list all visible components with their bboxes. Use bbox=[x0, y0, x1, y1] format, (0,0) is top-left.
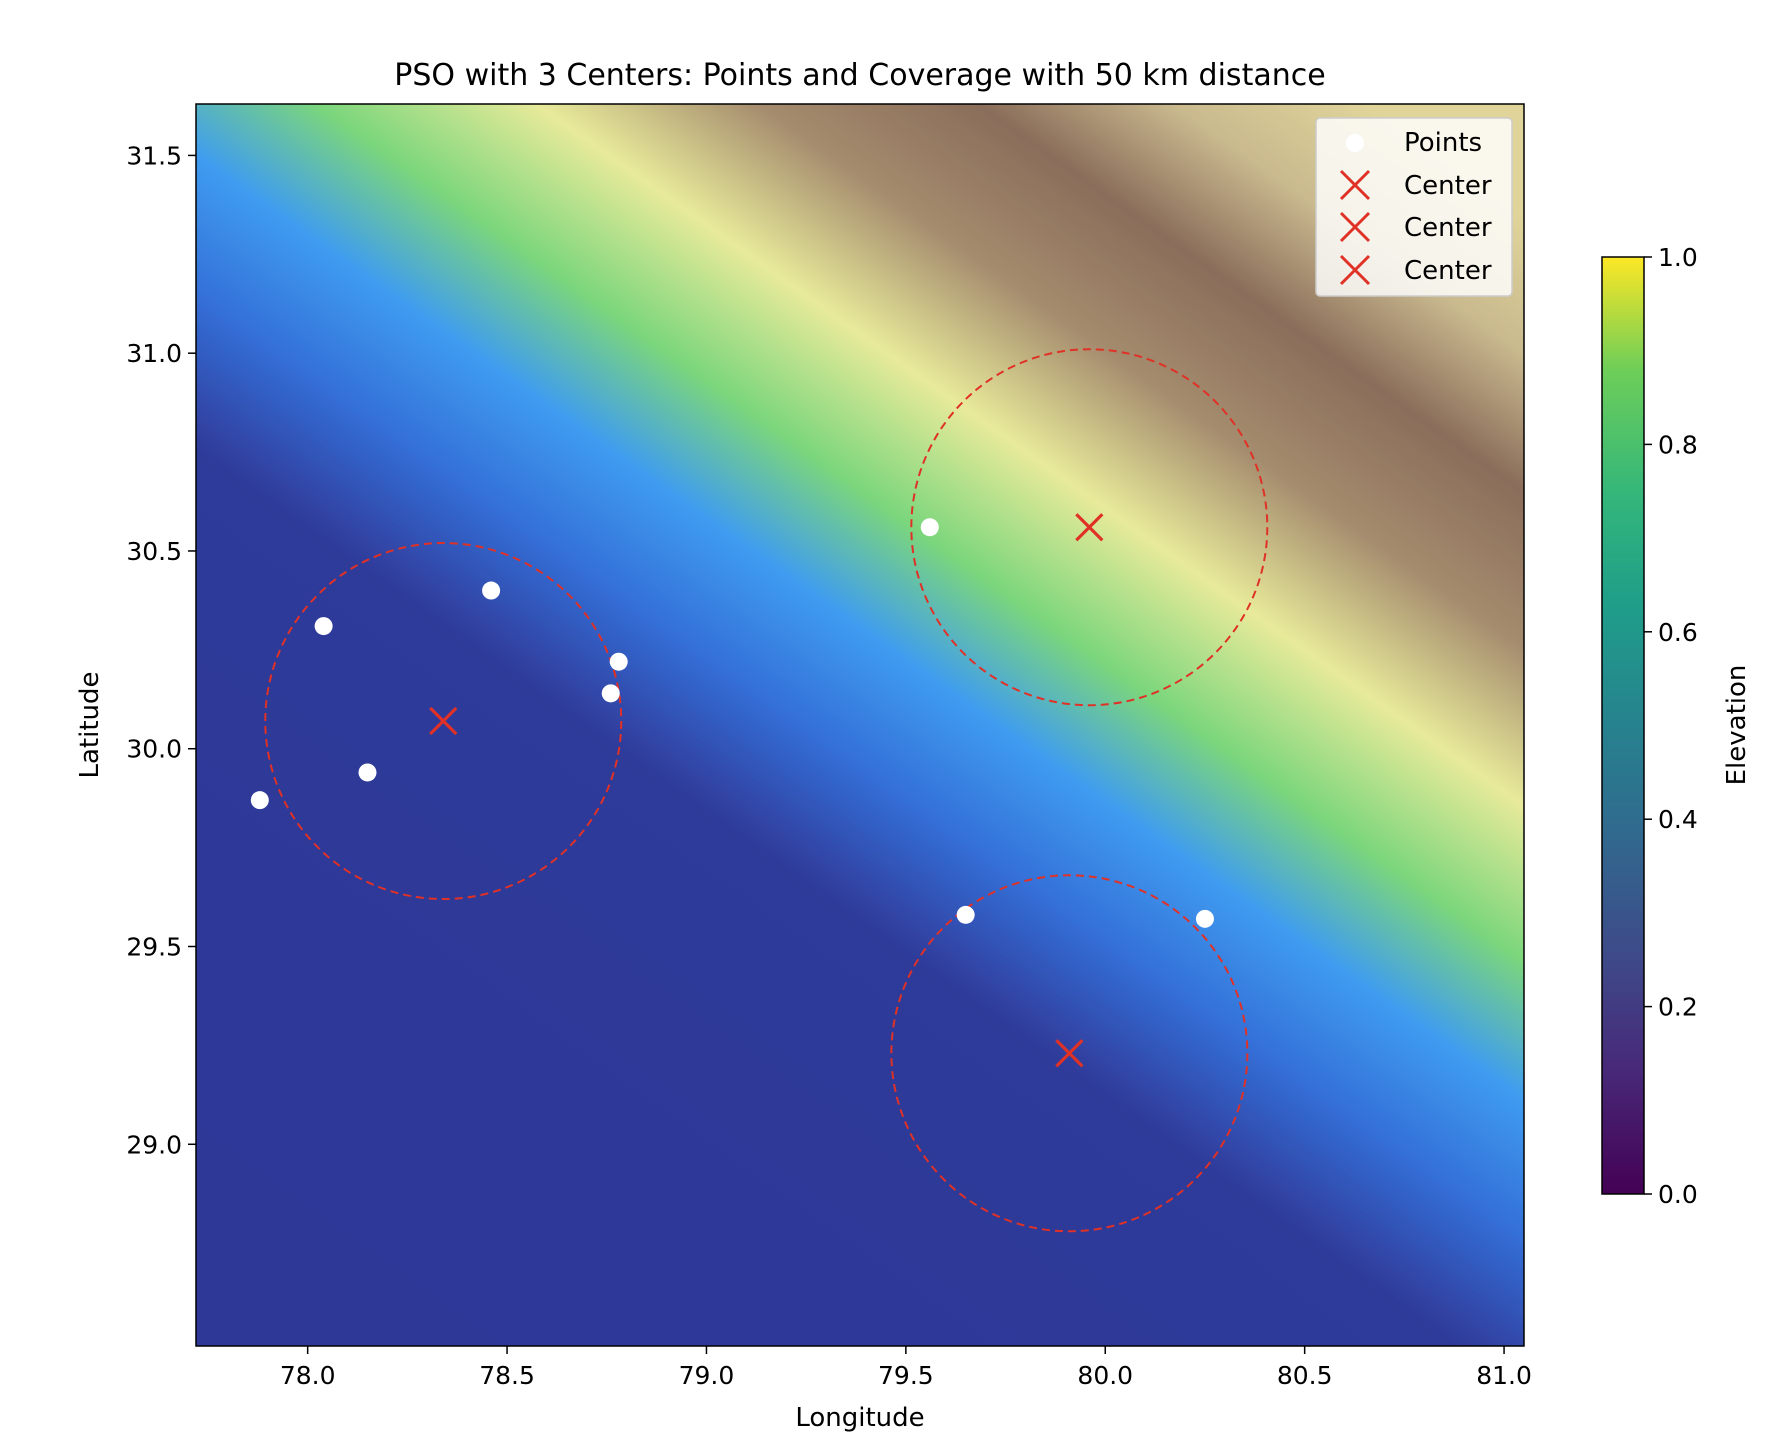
colorbar-tick-label: 0.8 bbox=[1658, 430, 1698, 459]
legend: Points Center Center Center bbox=[1315, 117, 1513, 297]
data-point bbox=[482, 581, 501, 600]
legend-label: Center bbox=[1404, 256, 1492, 286]
legend-label: Center bbox=[1404, 171, 1492, 201]
legend-center-marker bbox=[1339, 169, 1371, 201]
x-tick-label: 79.5 bbox=[878, 1361, 934, 1390]
y-tick-label: 30.0 bbox=[126, 735, 182, 764]
legend-points-marker bbox=[1346, 134, 1364, 152]
colorbar-tick-label: 1.0 bbox=[1658, 243, 1698, 272]
x-tick-label: 78.5 bbox=[479, 1361, 535, 1390]
coverage-circle bbox=[264, 542, 623, 901]
y-tick-label: 30.5 bbox=[126, 537, 182, 566]
x-axis-ticks: 78.0 78.5 79.0 79.5 80.0 80.5 81.0 bbox=[280, 1346, 1532, 1390]
colorbar-tick-label: 0.6 bbox=[1658, 618, 1698, 647]
y-tick-label: 31.5 bbox=[126, 141, 182, 170]
legend-center-marker bbox=[1339, 254, 1371, 286]
colorbar: 0.0 0.2 0.4 0.6 0.8 1.0 Elevation bbox=[1601, 243, 1752, 1209]
colorbar-label: Elevation bbox=[1722, 665, 1752, 786]
colorbar-ticks: 0.0 0.2 0.4 0.6 0.8 1.0 bbox=[1644, 243, 1698, 1209]
data-point bbox=[920, 518, 939, 537]
colorbar-tick-label: 0.4 bbox=[1658, 805, 1698, 834]
x-tick-label: 81.0 bbox=[1476, 1361, 1532, 1390]
x-tick-label: 80.0 bbox=[1077, 1361, 1133, 1390]
plot-area bbox=[196, 104, 1524, 1346]
x-axis-label: Longitude bbox=[795, 1403, 924, 1433]
data-point bbox=[358, 763, 377, 782]
legend-center-marker bbox=[1339, 211, 1371, 243]
legend-box bbox=[1315, 117, 1513, 297]
chart-title: PSO with 3 Centers: Points and Coverage … bbox=[394, 58, 1325, 93]
legend-label: Center bbox=[1404, 213, 1492, 243]
data-point bbox=[250, 791, 269, 810]
data-point bbox=[609, 652, 628, 671]
colorbar-gradient bbox=[1601, 256, 1645, 1195]
data-point bbox=[1195, 909, 1214, 928]
y-axis-ticks: 29.0 29.5 30.0 30.5 31.0 31.5 bbox=[126, 141, 196, 1159]
center-marker bbox=[1055, 1039, 1084, 1068]
data-point bbox=[314, 617, 333, 636]
center-marker bbox=[1075, 513, 1104, 542]
y-tick-label: 29.0 bbox=[126, 1130, 182, 1159]
data-point bbox=[601, 684, 620, 703]
center-marker bbox=[429, 706, 458, 736]
elevation-background bbox=[196, 104, 1524, 1346]
coverage-circle bbox=[910, 348, 1269, 707]
plot-frame bbox=[195, 103, 1525, 1347]
x-tick-label: 80.5 bbox=[1277, 1361, 1333, 1390]
legend-label: Points bbox=[1404, 128, 1482, 158]
coverage-circles bbox=[264, 348, 1269, 1233]
y-tick-label: 29.5 bbox=[126, 933, 182, 962]
x-tick-label: 78.0 bbox=[280, 1361, 336, 1390]
data-point bbox=[956, 905, 975, 924]
colorbar-tick-label: 0.0 bbox=[1658, 1180, 1698, 1209]
colorbar-tick-label: 0.2 bbox=[1658, 993, 1698, 1022]
coverage-circle bbox=[890, 874, 1249, 1233]
y-tick-label: 31.0 bbox=[126, 339, 182, 368]
y-axis-label: Latitude bbox=[75, 671, 105, 778]
points-layer bbox=[250, 513, 1214, 1068]
x-tick-label: 79.0 bbox=[679, 1361, 735, 1390]
